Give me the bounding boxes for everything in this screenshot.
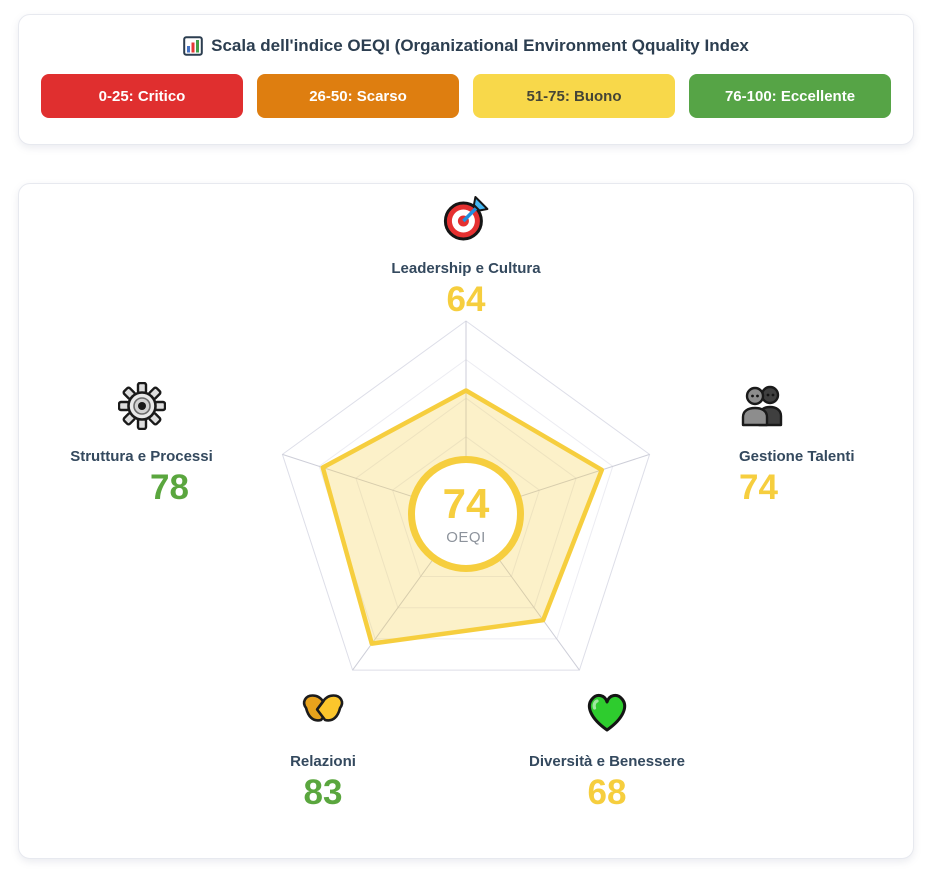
badge-critico: 0-25: Critico bbox=[41, 74, 243, 118]
people-icon bbox=[741, 385, 783, 427]
badge-eccellente: 76-100: Eccellente bbox=[689, 74, 891, 118]
oeqi-center-value: 74 bbox=[442, 479, 490, 527]
bar-chart-icon bbox=[183, 36, 203, 56]
axis-value: 83 bbox=[303, 773, 343, 812]
handshake-icon bbox=[302, 694, 344, 722]
green-heart-icon bbox=[587, 693, 627, 732]
axis-value: 74 bbox=[739, 468, 778, 507]
axis-group-talenti: Gestione Talenti 74 bbox=[739, 382, 855, 507]
scale-title-text: Scala dell'indice OEQI (Organizational E… bbox=[211, 36, 749, 55]
axis-value: 68 bbox=[587, 773, 627, 812]
axis-group-leadership: Leadership e Cultura 64 bbox=[391, 194, 541, 319]
target-icon bbox=[443, 196, 488, 241]
oeqi-center-label: OEQI bbox=[446, 528, 486, 546]
badge-scarso: 26-50: Scarso bbox=[257, 74, 459, 118]
scale-card-title: Scala dell'indice OEQI (Organizational E… bbox=[41, 35, 891, 57]
axis-label: Struttura e Processi bbox=[70, 448, 213, 465]
axis-group-relazioni: Relazioni 83 bbox=[290, 687, 356, 812]
badge-buono: 51-75: Buono bbox=[473, 74, 675, 118]
oeqi-radar-card: Leadership e Cultura 64 Gestione Talenti… bbox=[18, 183, 914, 859]
axis-group-diversita: Diversità e Benessere 68 bbox=[529, 687, 685, 812]
oeqi-center-badge: 74 OEQI bbox=[408, 456, 524, 572]
axis-value: 64 bbox=[446, 280, 486, 319]
axis-group-struttura: Struttura e Processi 78 bbox=[49, 382, 234, 507]
axis-label: Leadership e Cultura bbox=[391, 260, 541, 277]
axis-value: 78 bbox=[150, 468, 189, 507]
scale-badges-row: 0-25: Critico 26-50: Scarso 51-75: Buono… bbox=[41, 74, 891, 118]
oeqi-scale-card: Scala dell'indice OEQI (Organizational E… bbox=[18, 14, 914, 145]
axis-label: Gestione Talenti bbox=[739, 448, 855, 465]
gear-icon bbox=[117, 382, 166, 430]
axis-label: Diversità e Benessere bbox=[529, 753, 685, 770]
axis-label: Relazioni bbox=[290, 753, 356, 770]
